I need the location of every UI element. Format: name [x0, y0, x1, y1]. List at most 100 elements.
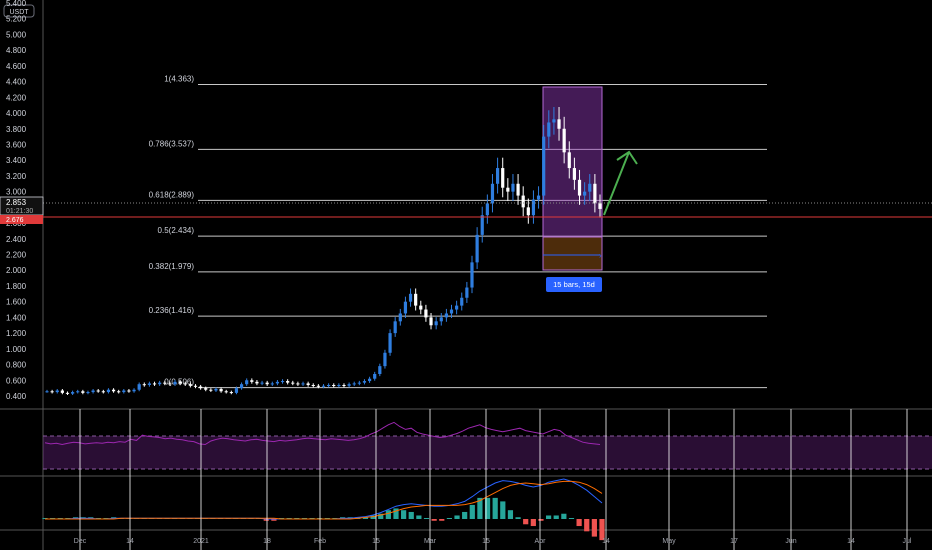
candle-body — [455, 305, 459, 310]
macd-histogram-bar — [492, 497, 498, 519]
currency-chip[interactable]: USDT — [3, 4, 35, 18]
time-tick-label: Jun — [785, 538, 796, 545]
candle-body — [316, 385, 320, 387]
candle-body — [419, 305, 423, 310]
candle-body — [403, 301, 408, 314]
macd-histogram-bar — [599, 519, 605, 541]
time-tick-label: 17 — [730, 538, 738, 545]
candle-body — [480, 215, 484, 235]
macd-histogram-bar — [538, 519, 544, 521]
candle-body — [434, 321, 438, 326]
price-tick-label: 1.800 — [6, 282, 27, 291]
candle-body — [280, 381, 285, 383]
rsi-line — [44, 421, 601, 446]
time-tick-label: 14 — [847, 538, 855, 545]
countdown-value: 01:21:30 — [6, 208, 33, 215]
time-tick-label: 14 — [126, 538, 134, 545]
currency-label: USDT — [9, 9, 29, 16]
macd-histogram-bar — [423, 518, 430, 519]
macd-histogram-bar — [431, 519, 437, 521]
candle-body — [577, 179, 582, 196]
candle-body — [388, 333, 392, 353]
fib-level-label: 0.382(1.979) — [149, 262, 195, 271]
candlestick-series[interactable] — [45, 107, 602, 395]
candle-body — [275, 381, 280, 384]
price-tick-label: 0.600 — [6, 376, 27, 385]
measure-label: 15 bars, 15d — [553, 280, 595, 289]
time-axis[interactable]: Dec 14 2021 18 Feb 15 Mar 15 Apr 14 May 17 Jun 14 Jul — [74, 409, 912, 550]
candle-body — [552, 119, 556, 123]
candle-body — [439, 317, 443, 322]
candle-body — [239, 384, 244, 389]
candle-body — [562, 128, 566, 153]
candle-body — [465, 287, 469, 298]
fibonacci-retracement[interactable]: 1(4.363) 0.786(3.537) 0.618(2.889) 0.5(2.43… — [149, 75, 767, 389]
candle-body — [296, 383, 300, 385]
candle-body — [255, 381, 259, 384]
candle-body — [183, 383, 187, 385]
fib-level-label: 0.618(2.889) — [149, 190, 195, 199]
candle-body — [414, 293, 418, 306]
macd-histogram-bar — [584, 519, 590, 532]
candle-body — [490, 183, 495, 204]
macd-panel[interactable] — [42, 478, 605, 541]
candle-body — [547, 122, 551, 137]
candle-body — [45, 391, 49, 393]
rsi-panel[interactable] — [43, 421, 932, 470]
green-arrow-icon[interactable] — [603, 150, 638, 216]
macd-histogram-bar — [401, 510, 407, 519]
macd-histogram-bar — [477, 497, 483, 519]
candle-body — [521, 195, 525, 208]
macd-histogram-bar — [370, 515, 376, 519]
measure-lower-box — [542, 236, 603, 271]
candle-body — [373, 373, 377, 379]
price-tick-label: 2.200 — [6, 251, 27, 260]
price-tick-label: 2.400 — [6, 235, 27, 244]
candle-body — [511, 183, 515, 192]
macd-histogram-bar — [446, 518, 452, 519]
macd-histogram-bar — [530, 519, 536, 527]
date-price-range-measure[interactable]: › 15 bars, 15d — [542, 86, 603, 292]
macd-histogram-bar — [515, 517, 521, 519]
signal-line — [45, 480, 603, 520]
candle-body — [81, 391, 85, 393]
price-tick-label: 1.000 — [6, 345, 27, 354]
candle-body — [209, 389, 213, 391]
time-tick-label: Jul — [903, 538, 912, 545]
time-tick-label: Feb — [314, 538, 326, 545]
price-tick-label: 4.200 — [6, 93, 27, 102]
macd-histogram-bar — [362, 517, 369, 519]
candle-body — [542, 136, 546, 196]
candle-body — [286, 381, 290, 383]
time-tick-label: Dec — [74, 538, 87, 545]
candle-body — [250, 380, 254, 382]
price-tick-label: 3.800 — [6, 125, 27, 134]
candle-body — [449, 309, 454, 314]
candle-body — [234, 388, 239, 393]
macd-histogram-bar — [462, 511, 468, 519]
macd-histogram-bar — [591, 519, 597, 537]
candle-body — [337, 384, 341, 386]
fib-level-label: 1(4.363) — [164, 75, 194, 84]
time-tick-label: 15 — [372, 538, 380, 545]
candle-body — [96, 390, 100, 392]
candle-body — [378, 366, 382, 374]
price-tick-label: 1.600 — [6, 298, 27, 307]
candle-body — [460, 297, 464, 306]
macd-histogram-bar — [263, 519, 269, 521]
measure-label-bg — [546, 277, 602, 292]
price-tick-label: 0.800 — [6, 361, 27, 370]
candle-body — [132, 389, 136, 392]
candle-body — [204, 388, 208, 390]
candle-body — [291, 382, 295, 384]
macd-histogram-bar — [378, 513, 384, 519]
macd-histogram-bar — [561, 513, 567, 519]
candle-body — [567, 152, 571, 169]
macd-histogram-bar — [523, 519, 529, 525]
macd-histogram-bar — [385, 510, 391, 519]
candle-body — [91, 390, 95, 393]
fib-level-label: 0.236(1.416) — [149, 306, 195, 315]
price-axis[interactable]: 5.400 5.200 5.000 4.800 4.600 4.400 4.200 4.000… — [6, 0, 27, 401]
